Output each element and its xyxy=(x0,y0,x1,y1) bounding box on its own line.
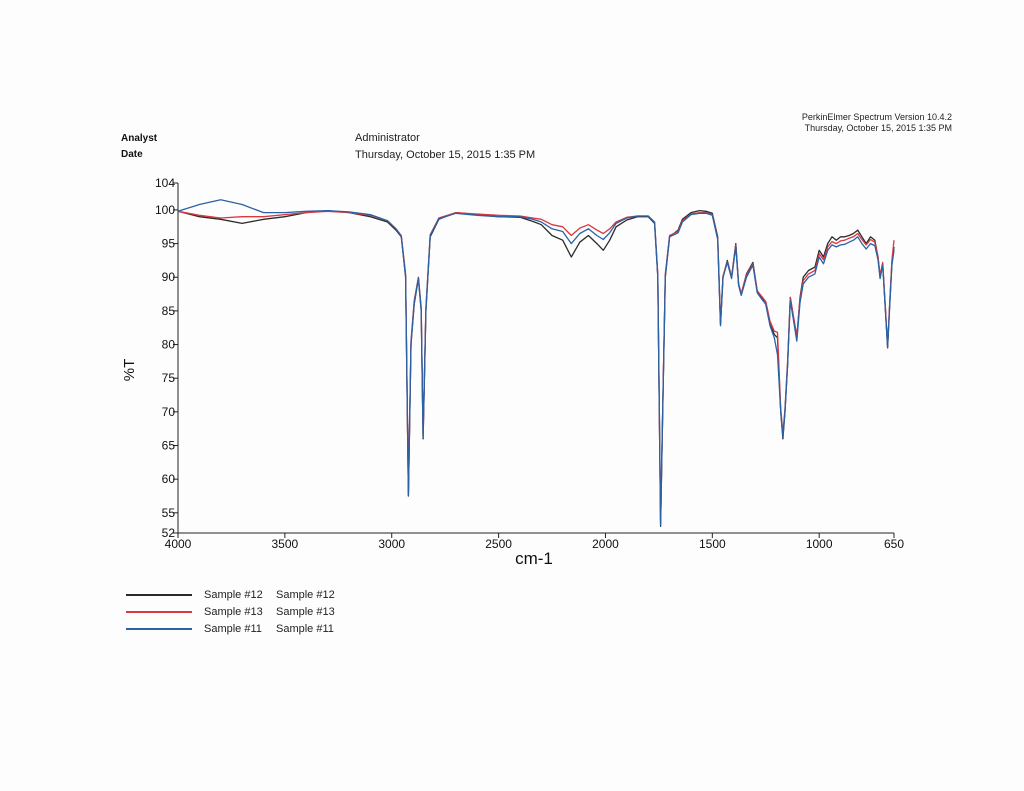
software-version: PerkinElmer Spectrum Version 10.4.2 xyxy=(801,112,952,122)
x-tick-label: 1000 xyxy=(806,537,833,551)
date-value: Thursday, October 15, 2015 1:35 PM xyxy=(355,149,536,161)
legend-label: Sample #11 xyxy=(204,622,262,635)
y-tick-label: 100 xyxy=(155,203,175,217)
y-tick-label: 65 xyxy=(162,439,176,453)
y-tick-label: 70 xyxy=(162,405,176,419)
analyst-value: Administrator xyxy=(355,132,420,144)
legend-label-secondary: Sample #12 xyxy=(276,588,335,601)
legend-label: Sample #12 xyxy=(204,588,263,601)
report-header: PerkinElmer Spectrum Version 10.4.2 Thur… xyxy=(802,112,952,134)
legend-item-sample-12: Sample #12 Sample #12 xyxy=(126,586,335,603)
legend-swatch-sample-13 xyxy=(126,610,192,613)
y-axis-title: %T xyxy=(121,359,138,382)
legend-swatch-sample-11 xyxy=(126,627,192,630)
legend-label-secondary: Sample #13 xyxy=(276,605,335,618)
legend-item-sample-13: Sample #13 Sample #13 xyxy=(126,603,335,620)
chart-legend: Sample #12 Sample #12 Sample #13 Sample … xyxy=(126,586,335,637)
analyst-label: Analyst xyxy=(121,133,158,144)
chart-axes: 52 55 60 65 70 75 80 85 90 95 100 104 4000 3500 3000 25… xyxy=(155,176,904,551)
series-line-sample-13 xyxy=(177,210,895,524)
x-axis-title: cm-1 xyxy=(515,549,553,568)
x-tick-label: 1500 xyxy=(699,537,726,551)
legend-swatch-sample-12 xyxy=(126,593,192,596)
y-tick-label: 90 xyxy=(162,270,176,284)
x-tick-label: 2000 xyxy=(592,537,619,551)
x-tick-label: 4000 xyxy=(165,537,192,551)
x-tick-label: 3500 xyxy=(272,537,299,551)
legend-item-sample-11: Sample #11 Sample #11 xyxy=(126,620,335,637)
y-tick-label: 60 xyxy=(162,472,176,486)
y-tick-label: 104 xyxy=(155,176,175,190)
chart-series xyxy=(177,199,895,527)
y-tick-label: 85 xyxy=(162,304,176,318)
series-line-sample-11 xyxy=(177,199,895,526)
y-tick-label: 55 xyxy=(162,506,176,520)
legend-label-secondary: Sample #11 xyxy=(276,622,334,635)
y-tick-label: 80 xyxy=(162,338,176,352)
y-tick-label: 52 xyxy=(162,526,176,540)
legend-label: Sample #13 xyxy=(204,605,263,618)
y-tick-label: 95 xyxy=(162,237,176,251)
x-tick-label: 650 xyxy=(884,537,904,551)
date-label: Date xyxy=(121,149,143,160)
x-tick-label: 2500 xyxy=(485,537,512,551)
y-tick-label: 75 xyxy=(162,371,176,385)
report-datetime: Thursday, October 15, 2015 1:35 PM xyxy=(804,123,952,133)
x-tick-label: 3000 xyxy=(378,537,405,551)
